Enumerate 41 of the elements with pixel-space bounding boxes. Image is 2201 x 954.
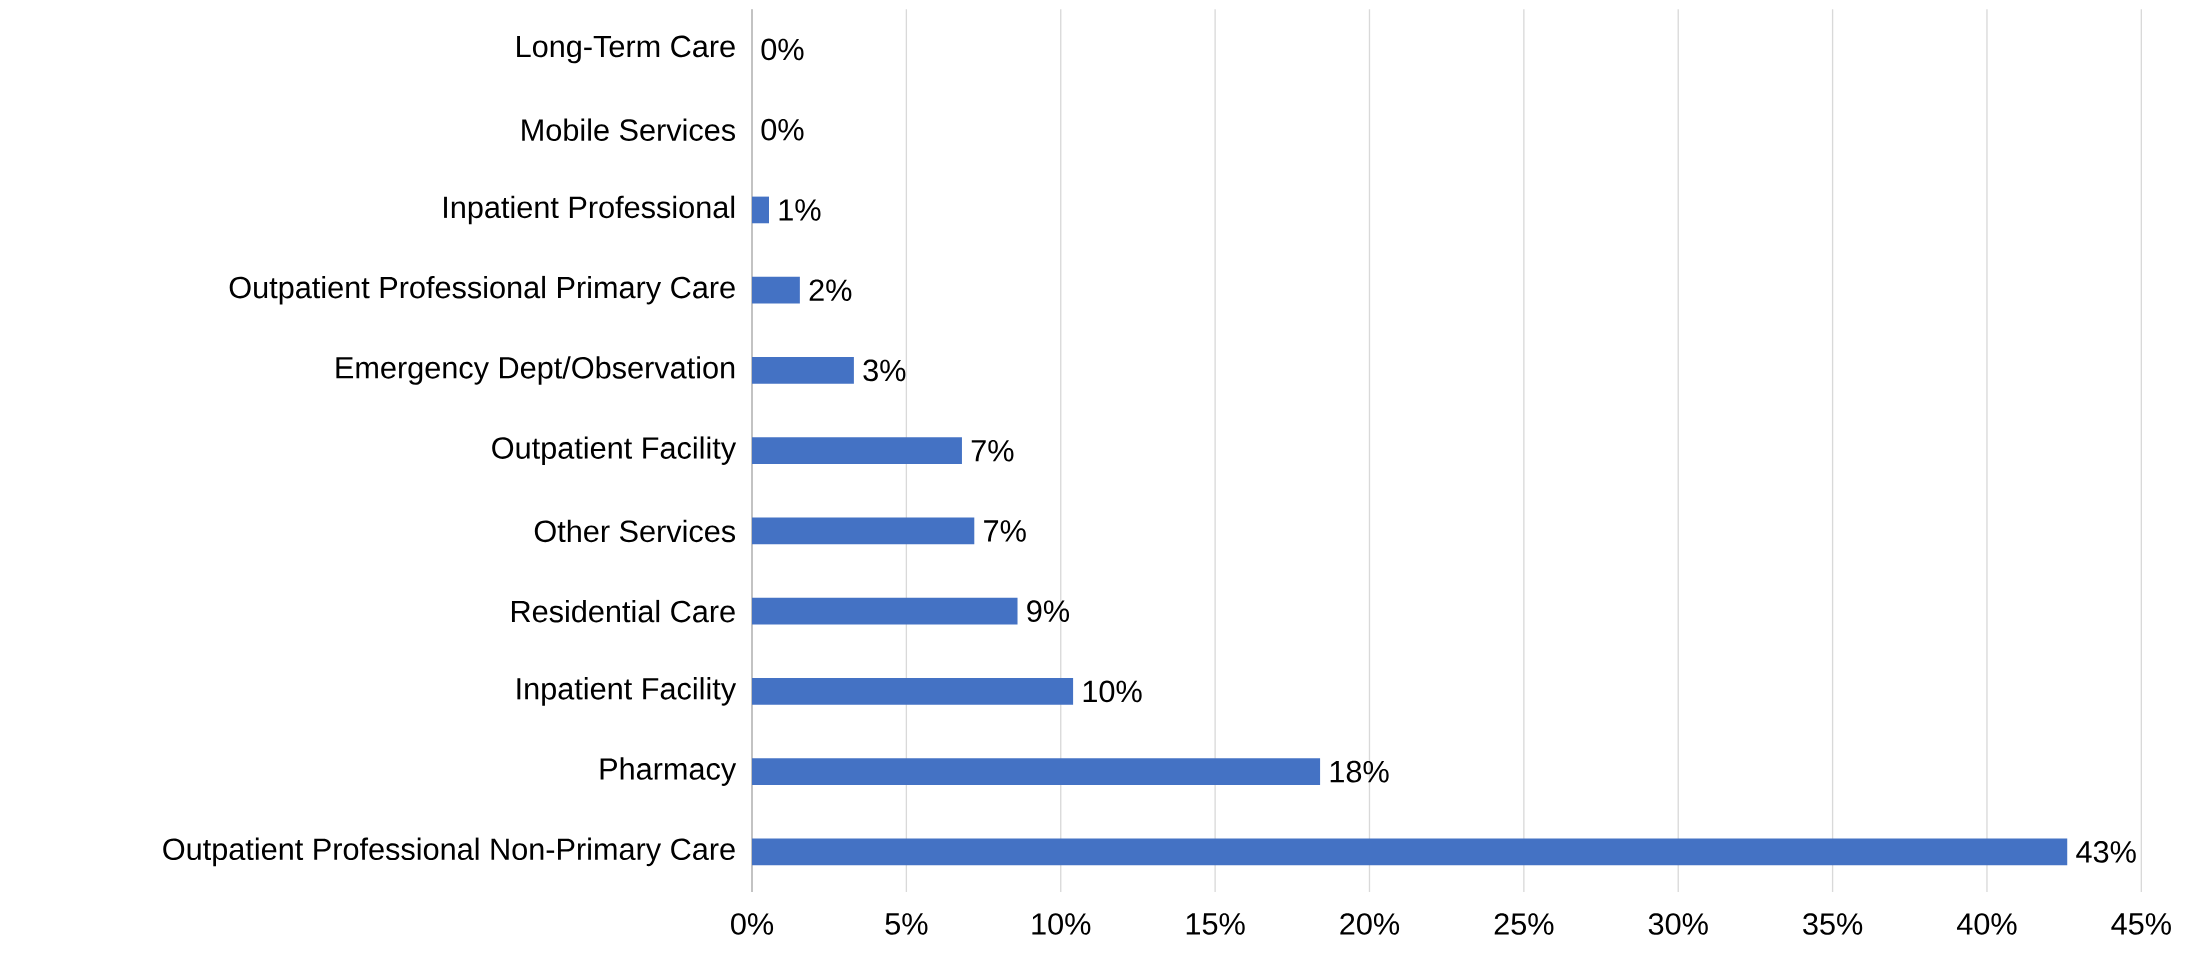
y-tick-label: Inpatient Professional [444,195,735,225]
data-label: 43% [2076,841,2136,863]
y-tick-label: Outpatient Facility [492,436,737,465]
data-label: 1% [779,199,821,221]
y-tick-label: Outpatient Professional Non-Primary Care [163,837,735,867]
data-label: 0% [761,118,804,141]
bar [752,357,854,384]
y-tick-label: Long-Term Care [517,35,735,64]
bar [752,597,1018,625]
y-tick-label: Residential Care [511,599,735,623]
data-label: 0% [761,38,804,61]
x-tick-label: 10% [1032,913,1091,935]
x-tick-label: 40% [1956,913,2017,935]
y-tick-label: Mobile Services [522,118,735,141]
x-tick-label: 30% [1648,913,1708,935]
x-tick-label: 15% [1186,913,1245,935]
bar [752,517,975,545]
y-tick-label: Other Services [534,519,736,543]
data-label: 18% [1330,760,1389,783]
bar [752,196,769,224]
data-label: 10% [1083,680,1142,703]
y-tick-label: Pharmacy [600,757,737,786]
x-tick-label: 0% [731,913,774,935]
y-tick-label: Inpatient Facility [517,677,737,706]
data-label: 2% [809,279,852,301]
y-tick-label: Emergency Dept/Observation [336,356,735,385]
y-tick-label: Outpatient Professional Primary Care [229,275,735,305]
bar [752,838,2068,866]
x-tick-label: 35% [1803,913,1863,935]
bar [752,678,1074,705]
x-tick-label: 25% [1494,913,1554,935]
bar [752,437,962,465]
data-label: 9% [1027,600,1070,623]
data-label: 7% [971,439,1014,462]
data-label: 3% [863,359,906,382]
data-label: 7% [984,520,1026,542]
bar [752,758,1321,785]
x-tick-label: 45% [2111,913,2171,935]
bar [752,276,800,304]
x-tick-label: 5% [885,913,928,935]
x-tick-label: 20% [1340,913,1400,935]
